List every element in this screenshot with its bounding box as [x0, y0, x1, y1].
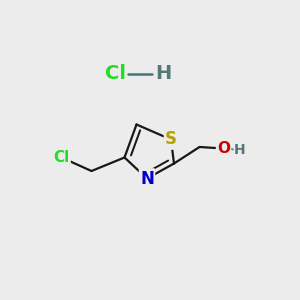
Text: Cl: Cl [105, 64, 126, 83]
Text: H: H [234, 143, 246, 157]
Text: S: S [165, 130, 177, 148]
Text: O: O [217, 141, 230, 156]
Text: H: H [155, 64, 172, 83]
Text: N: N [140, 169, 154, 188]
Text: Cl: Cl [53, 150, 70, 165]
